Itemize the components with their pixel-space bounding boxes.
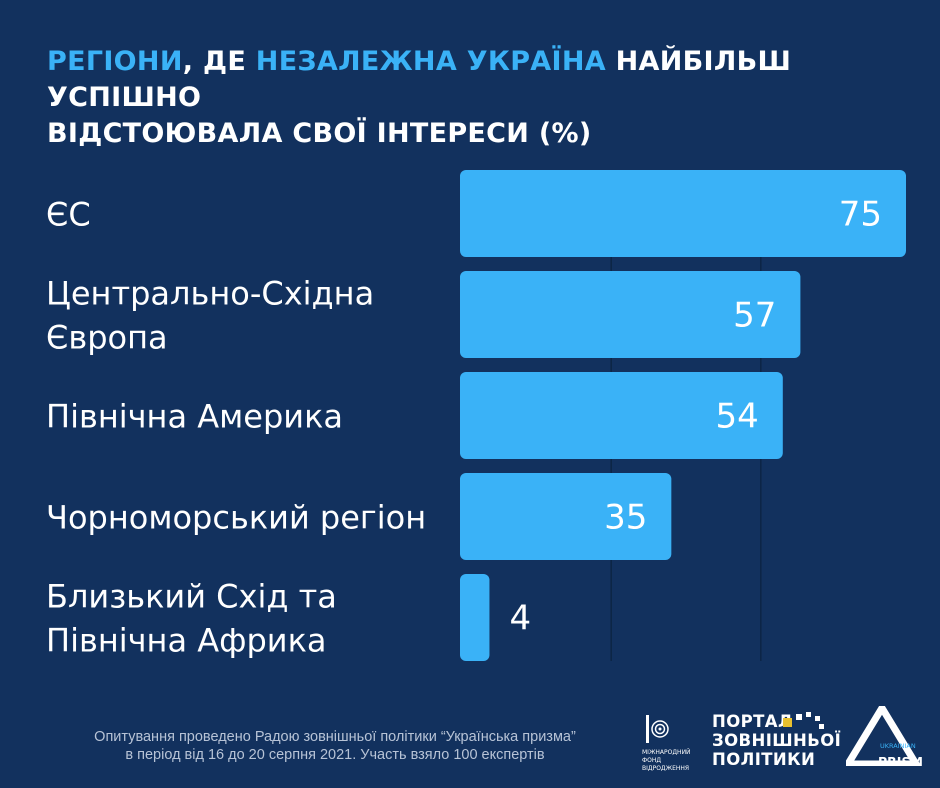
irf-logo-line-1: МІЖНАРОДНИЙ (642, 749, 691, 756)
title-connector: , де (182, 46, 256, 77)
category-label-2-line-2: Європа (46, 319, 168, 357)
category-label-2: Центрально-Східна Європа (46, 275, 374, 357)
portal-logo-line-3: ПОЛІТИКИ (712, 750, 816, 769)
category-label-2-line-1: Центрально-Східна (46, 275, 374, 313)
value-label-1: 75 (839, 195, 882, 235)
ukrainian-prism-logo: UKRAINIAN PRISM (841, 701, 928, 772)
irf-logo-mark-icon (646, 715, 669, 743)
prism-triangle-icon (841, 701, 923, 768)
footnote-line-1: Опитування проведено Радою зовнішньої по… (94, 729, 576, 745)
value-label-3: 54 (716, 397, 759, 437)
value-label-5: 4 (509, 599, 531, 639)
irf-logo: МІЖНАРОДНИЙ ФОНД ВІДРОДЖЕННЯ (640, 712, 702, 772)
title-highlight-regions: Регіони (47, 46, 183, 77)
category-label-4: Чорноморський регіон (46, 499, 426, 537)
bar-2 (460, 271, 801, 358)
category-label-3-line-1: Північна Америка (46, 398, 343, 436)
bar-1 (460, 170, 906, 257)
title-highlight-ukraine: незалежна Україна (255, 46, 606, 77)
footnote: Опитування проведено Радою зовнішньої по… (40, 728, 630, 764)
prism-logo-big-text: PRISM (878, 754, 923, 769)
bar-3 (460, 372, 783, 459)
title-rest: найбільш успішно (47, 46, 792, 113)
value-label-4: 35 (604, 498, 647, 538)
portal-logo-line-1: ПОРТАЛ (712, 712, 793, 731)
footnote-line-2: в період від 16 до 20 серпня 2021. Участ… (125, 747, 545, 763)
category-label-5: Близький Схід та Північна Африка (46, 578, 337, 660)
title-line-2: відстоювала свої інтереси (%) (47, 118, 592, 149)
portal-logo-line-2: ЗОВНІШНЬОЇ (712, 731, 842, 750)
bar-4 (460, 473, 672, 560)
category-label-5-line-1: Близький Схід та (46, 578, 337, 616)
bar-5 (460, 574, 490, 661)
title-line-1: Регіони, де незалежна Україна найбільш у… (47, 44, 917, 116)
prism-logo-small-text: UKRAINIAN (880, 742, 916, 750)
category-label-5-line-2: Північна Африка (46, 622, 327, 660)
irf-logo-line-3: ВІДРОДЖЕННЯ (642, 765, 690, 772)
portal-logo: ПОРТАЛ ЗОВНІШНЬОЇ ПОЛІТИКИ (712, 712, 842, 772)
irf-logo-line-2: ФОНД (642, 757, 662, 764)
category-label-3: Північна Америка (46, 398, 343, 436)
value-label-2: 57 (733, 296, 776, 336)
bar-chart: 75 ЄС 57 Центрально-Східна Європа 54 Північна … (46, 170, 906, 661)
chart-title: Регіони, де незалежна Україна найбільш у… (47, 44, 917, 152)
category-label-1: ЄС (46, 196, 91, 234)
category-label-4-line-1: Чорноморський регіон (46, 499, 426, 537)
portal-logo-squares-icon (783, 712, 824, 729)
category-label-1-line-1: ЄС (46, 196, 91, 234)
